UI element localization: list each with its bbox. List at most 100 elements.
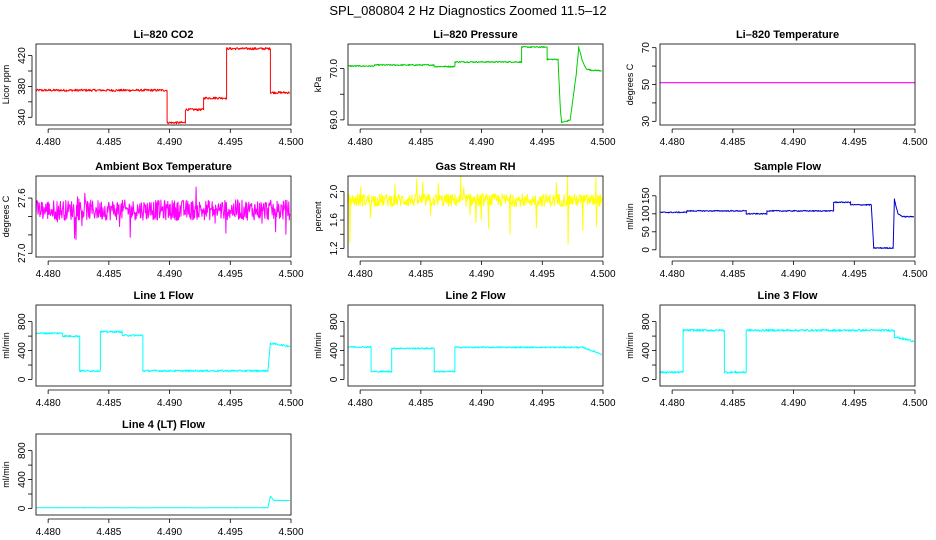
chart-panel: Li–820 CO2 4.480 4.485 4.490 4.495 4.500 340 38… [1, 29, 304, 148]
x-tick-label: 4.480 [348, 398, 373, 409]
x-tick-label: 4.480 [348, 269, 373, 280]
x-tick-label: 4.495 [218, 527, 243, 538]
plot-frame [659, 175, 916, 258]
x-tick-label: 4.500 [902, 398, 927, 409]
y-tick-label: 50 [641, 226, 652, 238]
x-tick-label: 4.480 [660, 137, 685, 148]
x-tick-label: 4.495 [530, 398, 555, 409]
y-tick-label: 400 [17, 342, 28, 359]
y-tick-label: 70 [641, 42, 652, 54]
y-tick-label: 400 [641, 342, 652, 359]
chart-panel: Li–820 Temperature 4.480 4.485 4.490 4.495 4.… [625, 29, 928, 148]
chart-title: Line 4 (LT) Flow [122, 419, 205, 431]
y-tick-label: 0 [641, 376, 652, 382]
x-tick-label: 4.480 [36, 269, 61, 280]
x-tick-label: 4.480 [36, 527, 61, 538]
y-tick-label: 30 [641, 115, 652, 127]
x-tick-label: 4.500 [902, 137, 927, 148]
x-tick-label: 4.495 [530, 269, 555, 280]
chart-title: Line 2 Flow [446, 290, 506, 302]
y-axis-label: kPa [313, 77, 323, 93]
x-tick-label: 4.500 [590, 269, 615, 280]
x-tick-label: 4.500 [590, 137, 615, 148]
chart-panel: Sample Flow 4.480 4.485 4.490 4.495 4.500 0 50 1… [625, 161, 928, 280]
y-tick-label: 800 [17, 442, 28, 459]
y-tick-label: 800 [17, 313, 28, 330]
chart-title: Line 3 Flow [758, 290, 818, 302]
y-axis-label: ml/min [1, 461, 11, 488]
series-line [659, 198, 915, 249]
x-tick-label: 4.495 [218, 269, 243, 280]
x-tick-label: 4.500 [902, 269, 927, 280]
x-tick-label: 4.485 [408, 269, 433, 280]
plot-frame [347, 43, 604, 126]
y-tick-label: 0 [17, 376, 28, 382]
x-tick-label: 4.480 [36, 137, 61, 148]
x-tick-label: 4.480 [660, 398, 685, 409]
plot-frame [347, 175, 604, 258]
y-tick-label: 0 [17, 505, 28, 511]
x-tick-label: 4.500 [278, 527, 303, 538]
y-tick-label: 2.0 [329, 184, 340, 198]
chart-panel: Line 2 Flow 4.480 4.485 4.490 4.495 4.500 0 400… [313, 290, 616, 409]
plot-frame [659, 304, 916, 387]
y-tick-label: 0 [641, 247, 652, 253]
x-tick-label: 4.495 [842, 269, 867, 280]
y-axis-label: degrees C [625, 63, 635, 105]
x-tick-label: 4.490 [469, 137, 494, 148]
series-line [35, 330, 290, 373]
y-axis-label: ml/min [313, 332, 323, 359]
y-tick-label: 1.2 [329, 241, 340, 255]
x-tick-label: 4.490 [781, 398, 806, 409]
series-line [347, 46, 602, 124]
chart-title: Li–820 CO2 [134, 29, 194, 41]
chart-title: Li–820 Temperature [736, 29, 839, 41]
y-tick-label: 50 [641, 79, 652, 91]
chart-panel: Line 4 (LT) Flow 4.480 4.485 4.490 4.495 4.50… [1, 419, 304, 538]
x-tick-label: 4.500 [278, 137, 303, 148]
y-tick-label: 100 [641, 205, 652, 222]
x-tick-label: 4.485 [720, 398, 745, 409]
y-tick-label: 800 [329, 313, 340, 330]
chart-title: Sample Flow [754, 161, 822, 173]
plot-frame [659, 43, 916, 126]
x-tick-label: 4.480 [36, 398, 61, 409]
y-tick-label: 800 [641, 313, 652, 330]
series-line [35, 47, 290, 125]
x-tick-label: 4.500 [278, 269, 303, 280]
y-tick-label: 27.0 [17, 243, 28, 263]
y-axis-label: Licor ppm [1, 65, 11, 105]
y-tick-label: 70.0 [329, 58, 340, 78]
x-tick-label: 4.490 [157, 398, 182, 409]
chart-title: Li–820 Pressure [433, 29, 517, 41]
y-tick-label: 69.0 [329, 110, 340, 130]
y-tick-label: 27.6 [17, 188, 28, 208]
chart-title: Gas Stream RH [435, 161, 515, 173]
x-tick-label: 4.490 [469, 398, 494, 409]
chart-panel: Ambient Box Temperature 4.480 4.485 4.490 4.… [1, 161, 304, 280]
x-tick-label: 4.495 [218, 398, 243, 409]
y-tick-label: 340 [17, 109, 28, 126]
series-line [659, 328, 915, 374]
plot-frame [347, 304, 604, 387]
x-tick-label: 4.495 [842, 137, 867, 148]
chart-panel: Li–820 Pressure 4.480 4.485 4.490 4.495 4.500… [313, 29, 616, 148]
x-tick-label: 4.500 [590, 398, 615, 409]
chart-title: Line 1 Flow [134, 290, 194, 302]
y-tick-label: 400 [17, 471, 28, 488]
x-tick-label: 4.490 [469, 269, 494, 280]
y-axis-label: degrees C [1, 195, 11, 237]
panels: Li–820 CO2 4.480 4.485 4.490 4.495 4.500 340 38… [1, 29, 928, 538]
series-line [347, 345, 602, 373]
chart-panel: Line 3 Flow 4.480 4.485 4.490 4.495 4.500 0 400… [625, 290, 928, 409]
series-line [35, 495, 290, 509]
y-axis-label: ml/min [1, 332, 11, 359]
plot-frame [35, 433, 292, 516]
x-tick-label: 4.485 [408, 398, 433, 409]
y-axis-label: ml/min [625, 332, 635, 359]
x-tick-label: 4.485 [96, 137, 121, 148]
y-tick-label: 1.6 [329, 213, 340, 227]
x-tick-label: 4.485 [720, 269, 745, 280]
series-line [347, 175, 603, 245]
